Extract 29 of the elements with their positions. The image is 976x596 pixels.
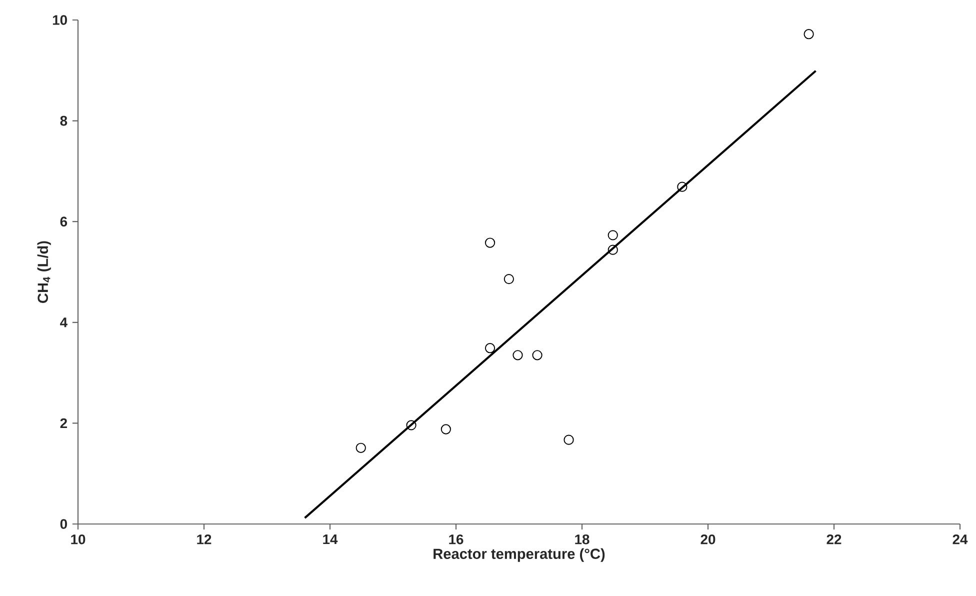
- point: [608, 230, 618, 240]
- y-tick-label: 6: [60, 216, 68, 227]
- point: [484, 238, 496, 248]
- y-tick-label: 4: [60, 318, 68, 328]
- point: [484, 343, 496, 354]
- point: [406, 420, 416, 430]
- point: [532, 350, 542, 360]
- x-tick-label: 20: [700, 534, 716, 544]
- x-tick-label: 12: [197, 534, 212, 544]
- y-tick-label: 2: [60, 418, 67, 428]
- point: [512, 350, 523, 360]
- x-tick-label: 18: [575, 534, 590, 544]
- point: [356, 442, 366, 453]
- x-tick-label: 10: [71, 534, 86, 544]
- x-tick-label: 14: [323, 534, 338, 544]
- y-tick-label: 10: [52, 15, 67, 25]
- point: [564, 434, 574, 445]
- y-axis-title: CH$_{4}$ (L/d): [37, 241, 51, 303]
- point: [608, 244, 618, 255]
- x-tick-label: 24: [952, 534, 968, 544]
- x-axis-title: Reactor temperature (°C): [434, 548, 605, 562]
- point: [504, 274, 514, 284]
- y-tick-label: 0: [60, 519, 67, 529]
- x-tick-label: 22: [826, 534, 842, 544]
- y-tick-label: 8: [60, 116, 68, 126]
- x-tick-label: 16: [449, 534, 464, 544]
- point: [440, 424, 451, 434]
- point: [677, 182, 688, 192]
- point: [804, 29, 814, 40]
